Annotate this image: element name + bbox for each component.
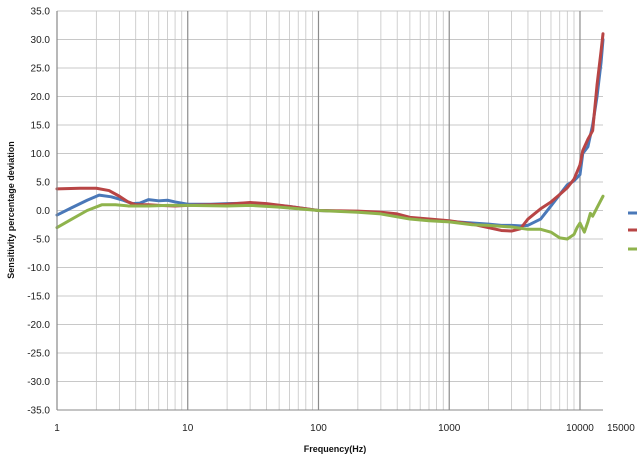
y-tick-label: 15.0 xyxy=(31,121,51,132)
series-line-3 xyxy=(55,194,605,241)
x-tick-label: 100 xyxy=(310,423,327,434)
x-tick-label: 1000 xyxy=(438,423,461,434)
y-tick-label: 35.0 xyxy=(31,7,51,18)
x-tick-label: 10000 xyxy=(566,423,594,434)
x-tick-label: 10 xyxy=(182,423,194,434)
y-tick-label: 5.0 xyxy=(36,178,50,189)
x-tick-label: 15000 xyxy=(607,423,635,434)
y-tick-label: -25.0 xyxy=(27,349,50,360)
y-tick-label: 20.0 xyxy=(31,92,51,103)
x-axis-title: Frequency(Hz) xyxy=(304,444,367,454)
y-tick-label: 30.0 xyxy=(31,35,51,46)
axes xyxy=(56,11,603,411)
y-tick-label: -10.0 xyxy=(27,263,50,274)
y-tick-label: 25.0 xyxy=(31,64,51,75)
y-tick-label: 0.0 xyxy=(36,206,50,217)
x-tick-label: 1 xyxy=(54,423,60,434)
legend xyxy=(628,211,637,251)
series-layer xyxy=(55,32,605,241)
series-line-1 xyxy=(55,38,605,228)
y-tick-label: -15.0 xyxy=(27,292,50,303)
y-tick-labels: 35.0 30.0 25.0 20.0 15.0 10.0 5.0 0.0 -5.0 -10.0 -… xyxy=(27,7,50,417)
y-tick-label: 10.0 xyxy=(31,149,51,160)
grid-lines xyxy=(56,10,603,411)
series-line-2 xyxy=(55,32,605,233)
y-tick-label: -35.0 xyxy=(27,406,50,417)
x-tick-labels: 1 10 100 1000 10000 15000 xyxy=(54,423,635,434)
y-tick-label: -20.0 xyxy=(27,320,50,331)
y-tick-label: -5.0 xyxy=(33,235,51,246)
y-axis-title: Sensitivity percentage deviation xyxy=(6,141,16,279)
y-tick-label: -30.0 xyxy=(27,377,50,388)
